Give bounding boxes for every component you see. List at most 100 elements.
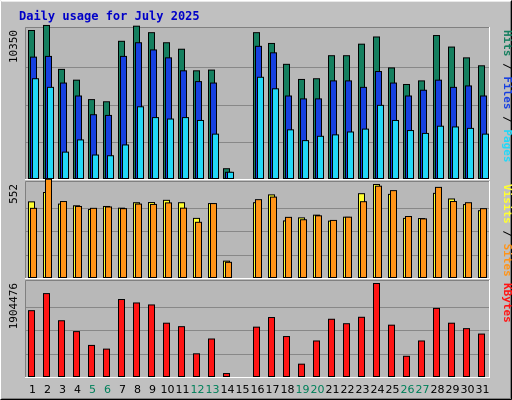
bar-sites-day-24: [375, 185, 382, 278]
bar-pages-day-26: [407, 130, 414, 180]
bar-sites-day-5: [90, 207, 97, 278]
panels-layer: 10350 Hits / Files / Pages 552 Visits / Sit…: [7, 24, 512, 378]
bar-pages-day-23: [362, 128, 369, 179]
bar-pages-day-20: [317, 135, 324, 180]
bar-sites-day-1: [30, 207, 37, 278]
bar-pages-day-19: [302, 140, 309, 179]
x-tick-label-day-16: 16: [251, 383, 265, 396]
side-label-separator: /: [501, 57, 512, 77]
bar-kbytes-day-18: [283, 336, 290, 378]
bar-sites-day-13: [210, 203, 217, 278]
bar-sites-day-31: [480, 208, 487, 278]
bar-kbytes-day-17: [268, 317, 275, 378]
bar-pages-day-18: [287, 129, 294, 179]
bar-sites-day-6: [105, 206, 112, 278]
bar-sites-day-27: [420, 218, 427, 278]
x-axis-labels: 1 2 3 4 5 6 7 8 9 10 11 12 13 14 15 16 17 18 19 20 21 22 23 24 2…: [29, 383, 490, 396]
bar-pages-day-25: [392, 119, 399, 179]
x-tick-label-day-3: 3: [59, 383, 66, 396]
x-tick-label-day-28: 28: [431, 383, 445, 396]
x-tick-label-day-30: 30: [461, 383, 475, 396]
bar-pages-day-12: [197, 119, 204, 179]
bar-kbytes-day-20: [313, 340, 320, 378]
side-label-sites: Sites: [501, 244, 512, 277]
bar-kbytes-day-14: [223, 373, 230, 378]
bar-kbytes-day-30: [463, 328, 470, 378]
bar-kbytes-day-13: [208, 338, 215, 377]
bar-sites-day-7: [120, 208, 127, 278]
bar-pages-day-22: [347, 131, 354, 179]
x-tick-label-day-8: 8: [134, 383, 141, 396]
series-side-label: Visits / Sites: [501, 184, 512, 277]
x-tick-label-day-26: 26: [401, 383, 415, 396]
bar-kbytes-day-16: [253, 326, 260, 378]
bar-kbytes-day-6: [103, 348, 110, 377]
bar-pages-day-9: [152, 117, 159, 179]
bar-pages-day-8: [137, 106, 144, 179]
x-tick-label-day-10: 10: [161, 383, 175, 396]
bar-sites-day-23: [360, 201, 367, 279]
x-tick-label-day-1: 1: [29, 383, 36, 396]
bar-pages-day-3: [62, 151, 69, 179]
x-tick-label-day-31: 31: [476, 383, 490, 396]
side-label-separator: /: [501, 110, 512, 130]
side-label-kbytes: KBytes: [501, 283, 512, 323]
x-tick-label-day-15: 15: [236, 383, 250, 396]
y-max-label: 10350: [7, 30, 20, 63]
y-max-label: 1904476: [7, 283, 20, 329]
bar-pages-day-28: [437, 125, 444, 179]
x-tick-label-day-17: 17: [266, 383, 280, 396]
bar-kbytes-day-1: [28, 310, 35, 378]
bar-pages-day-21: [332, 134, 339, 179]
bar-kbytes-day-10: [163, 322, 170, 377]
bar-sites-day-20: [315, 215, 322, 278]
chart-title: Daily usage for July 2025: [19, 9, 200, 23]
bar-sites-day-30: [465, 202, 472, 278]
side-label-hits: Hits: [501, 30, 512, 57]
bar-kbytes-day-4: [73, 331, 80, 377]
x-tick-label-day-4: 4: [74, 383, 81, 396]
bar-pages-day-5: [92, 154, 99, 179]
bar-pages-day-2: [47, 86, 54, 179]
bar-pages-day-27: [422, 132, 429, 180]
x-tick-label-day-7: 7: [119, 383, 126, 396]
x-tick-label-day-23: 23: [356, 383, 370, 396]
bar-pages-day-30: [467, 127, 474, 180]
bar-pages-day-10: [167, 118, 174, 179]
bar-pages-day-13: [212, 133, 219, 179]
bar-sites-day-12: [195, 221, 202, 279]
bar-sites-day-28: [435, 186, 442, 278]
x-tick-label-day-19: 19: [296, 383, 310, 396]
x-tick-label-day-25: 25: [386, 383, 400, 396]
bar-sites-day-11: [180, 207, 187, 278]
bar-sites-day-21: [330, 219, 337, 278]
bar-kbytes-day-2: [43, 293, 50, 377]
bar-kbytes-day-31: [478, 333, 485, 378]
bar-sites-day-3: [60, 201, 67, 279]
bar-pages-day-29: [452, 126, 459, 180]
bar-kbytes-day-25: [388, 324, 395, 378]
bar-kbytes-day-19: [298, 363, 305, 377]
bar-sites-day-22: [345, 216, 352, 278]
panel-visits-sites: 552 Visits / Sites: [7, 178, 512, 279]
bar-kbytes-day-8: [133, 302, 140, 377]
bar-sites-day-25: [390, 190, 397, 278]
bar-pages-day-6: [107, 155, 114, 180]
bar-pages-day-11: [182, 117, 189, 179]
bar-pages-day-24: [377, 104, 384, 179]
series-side-label: Hits / Files / Pages: [501, 30, 512, 163]
bar-pages-day-1: [32, 78, 39, 179]
bar-sites-day-18: [285, 216, 292, 278]
bar-kbytes-day-5: [88, 344, 95, 378]
bar-kbytes-day-23: [358, 316, 365, 378]
side-label-files: Files: [501, 76, 512, 109]
x-tick-label-day-29: 29: [446, 383, 460, 396]
x-tick-label-day-11: 11: [176, 383, 190, 396]
bar-sites-day-4: [75, 205, 82, 278]
bar-kbytes-day-21: [328, 318, 335, 378]
y-max-label: 552: [7, 184, 20, 204]
bar-kbytes-day-7: [118, 299, 125, 377]
side-label-pages: Pages: [501, 129, 512, 162]
bar-sites-day-8: [135, 203, 142, 278]
bar-sites-day-19: [300, 219, 307, 278]
